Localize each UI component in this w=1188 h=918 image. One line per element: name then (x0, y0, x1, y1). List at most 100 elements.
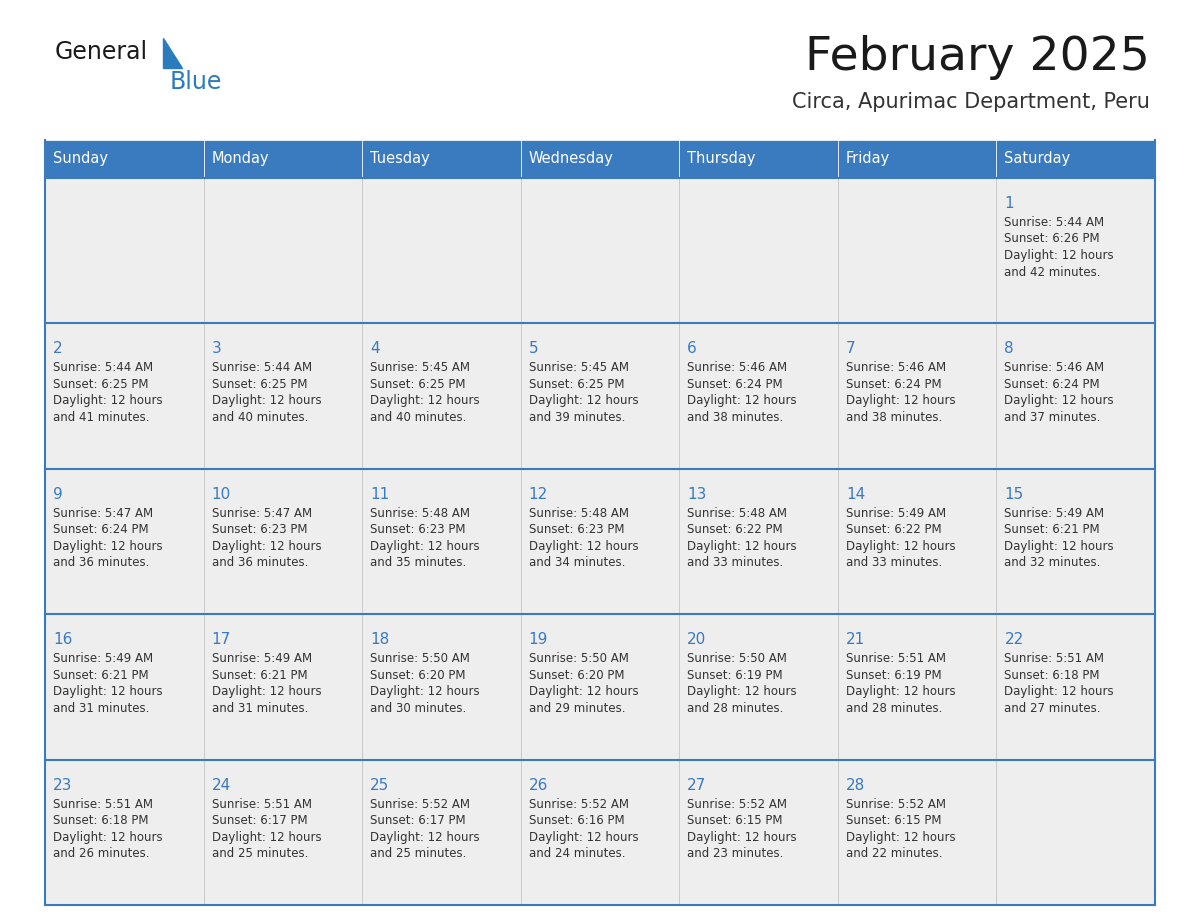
Text: Sunrise: 5:44 AM: Sunrise: 5:44 AM (53, 362, 153, 375)
Text: and 42 minutes.: and 42 minutes. (1004, 265, 1101, 278)
Text: Daylight: 12 hours: Daylight: 12 hours (688, 540, 797, 553)
Text: and 40 minutes.: and 40 minutes. (371, 411, 467, 424)
Text: Sunset: 6:25 PM: Sunset: 6:25 PM (211, 378, 307, 391)
Bar (45, 759, 203, 905)
Text: Daylight: 12 hours: Daylight: 12 hours (211, 831, 321, 844)
Text: Daylight: 12 hours: Daylight: 12 hours (211, 685, 321, 699)
Text: and 27 minutes.: and 27 minutes. (1004, 701, 1101, 715)
Text: Sunset: 6:15 PM: Sunset: 6:15 PM (846, 814, 941, 827)
Text: and 39 minutes.: and 39 minutes. (529, 411, 625, 424)
Text: Sunrise: 5:48 AM: Sunrise: 5:48 AM (688, 507, 788, 520)
Text: Sunset: 6:23 PM: Sunset: 6:23 PM (529, 523, 624, 536)
Bar (362, 178, 520, 323)
Text: 3: 3 (211, 341, 221, 356)
Text: Sunset: 6:21 PM: Sunset: 6:21 PM (1004, 523, 1100, 536)
Text: Sunrise: 5:48 AM: Sunrise: 5:48 AM (371, 507, 470, 520)
Text: Daylight: 12 hours: Daylight: 12 hours (1004, 540, 1114, 553)
Text: Sunrise: 5:52 AM: Sunrise: 5:52 AM (529, 798, 628, 811)
Text: Daylight: 12 hours: Daylight: 12 hours (529, 540, 638, 553)
Text: 19: 19 (529, 633, 548, 647)
Bar (520, 323, 680, 469)
Text: Sunset: 6:23 PM: Sunset: 6:23 PM (371, 523, 466, 536)
Text: 27: 27 (688, 778, 707, 792)
Text: Saturday: Saturday (1004, 151, 1070, 166)
Bar (520, 178, 680, 323)
Bar (997, 469, 1155, 614)
Text: 4: 4 (371, 341, 380, 356)
Bar (362, 469, 520, 614)
Text: Daylight: 12 hours: Daylight: 12 hours (529, 831, 638, 844)
Text: Daylight: 12 hours: Daylight: 12 hours (846, 395, 955, 408)
Bar (45, 178, 203, 323)
Bar (362, 323, 520, 469)
Text: 20: 20 (688, 633, 707, 647)
Bar (520, 140, 680, 178)
Text: 18: 18 (371, 633, 390, 647)
Text: 14: 14 (846, 487, 865, 502)
Text: 10: 10 (211, 487, 230, 502)
Bar (997, 178, 1155, 323)
Text: 8: 8 (1004, 341, 1015, 356)
Text: Sunrise: 5:48 AM: Sunrise: 5:48 AM (529, 507, 628, 520)
Bar (203, 140, 362, 178)
Text: 5: 5 (529, 341, 538, 356)
Text: Friday: Friday (846, 151, 890, 166)
Text: Daylight: 12 hours: Daylight: 12 hours (371, 685, 480, 699)
Text: and 33 minutes.: and 33 minutes. (846, 556, 942, 569)
Bar (680, 614, 838, 759)
Text: Sunrise: 5:46 AM: Sunrise: 5:46 AM (688, 362, 788, 375)
Text: Sunrise: 5:46 AM: Sunrise: 5:46 AM (1004, 362, 1105, 375)
Text: and 28 minutes.: and 28 minutes. (846, 701, 942, 715)
Text: Daylight: 12 hours: Daylight: 12 hours (211, 395, 321, 408)
Text: Sunrise: 5:46 AM: Sunrise: 5:46 AM (846, 362, 946, 375)
Bar (362, 614, 520, 759)
Polygon shape (163, 38, 182, 68)
Text: Circa, Apurimac Department, Peru: Circa, Apurimac Department, Peru (792, 92, 1150, 112)
Bar (680, 140, 838, 178)
Text: Sunset: 6:24 PM: Sunset: 6:24 PM (1004, 378, 1100, 391)
Text: Daylight: 12 hours: Daylight: 12 hours (529, 685, 638, 699)
Text: Sunday: Sunday (53, 151, 108, 166)
Bar (997, 759, 1155, 905)
Text: Sunrise: 5:49 AM: Sunrise: 5:49 AM (53, 652, 153, 666)
Text: Sunset: 6:16 PM: Sunset: 6:16 PM (529, 814, 625, 827)
Text: Sunset: 6:17 PM: Sunset: 6:17 PM (371, 814, 466, 827)
Text: Sunrise: 5:50 AM: Sunrise: 5:50 AM (529, 652, 628, 666)
Text: Daylight: 12 hours: Daylight: 12 hours (371, 395, 480, 408)
Text: and 25 minutes.: and 25 minutes. (211, 847, 308, 860)
Text: 24: 24 (211, 778, 230, 792)
Text: Sunrise: 5:50 AM: Sunrise: 5:50 AM (688, 652, 788, 666)
Bar (680, 178, 838, 323)
Text: Daylight: 12 hours: Daylight: 12 hours (1004, 685, 1114, 699)
Bar (203, 323, 362, 469)
Text: and 35 minutes.: and 35 minutes. (371, 556, 467, 569)
Text: Sunrise: 5:49 AM: Sunrise: 5:49 AM (846, 507, 946, 520)
Bar (45, 614, 203, 759)
Bar (203, 469, 362, 614)
Text: 23: 23 (53, 778, 72, 792)
Text: Tuesday: Tuesday (371, 151, 430, 166)
Text: 26: 26 (529, 778, 548, 792)
Text: and 26 minutes.: and 26 minutes. (53, 847, 150, 860)
Bar (680, 469, 838, 614)
Text: Sunrise: 5:52 AM: Sunrise: 5:52 AM (688, 798, 788, 811)
Text: Sunset: 6:19 PM: Sunset: 6:19 PM (846, 668, 941, 682)
Text: Daylight: 12 hours: Daylight: 12 hours (688, 395, 797, 408)
Text: Sunset: 6:24 PM: Sunset: 6:24 PM (53, 523, 148, 536)
Text: and 36 minutes.: and 36 minutes. (211, 556, 308, 569)
Text: Sunset: 6:25 PM: Sunset: 6:25 PM (371, 378, 466, 391)
Text: and 33 minutes.: and 33 minutes. (688, 556, 784, 569)
Text: Sunset: 6:23 PM: Sunset: 6:23 PM (211, 523, 307, 536)
Text: Sunset: 6:18 PM: Sunset: 6:18 PM (1004, 668, 1100, 682)
Text: Sunset: 6:25 PM: Sunset: 6:25 PM (529, 378, 624, 391)
Text: Blue: Blue (170, 70, 222, 94)
Text: Daylight: 12 hours: Daylight: 12 hours (846, 540, 955, 553)
Text: Daylight: 12 hours: Daylight: 12 hours (371, 831, 480, 844)
Text: Daylight: 12 hours: Daylight: 12 hours (53, 685, 163, 699)
Text: Sunset: 6:25 PM: Sunset: 6:25 PM (53, 378, 148, 391)
Text: 12: 12 (529, 487, 548, 502)
Text: Sunrise: 5:51 AM: Sunrise: 5:51 AM (846, 652, 946, 666)
Text: 22: 22 (1004, 633, 1024, 647)
Text: Sunset: 6:20 PM: Sunset: 6:20 PM (529, 668, 624, 682)
Text: and 37 minutes.: and 37 minutes. (1004, 411, 1101, 424)
